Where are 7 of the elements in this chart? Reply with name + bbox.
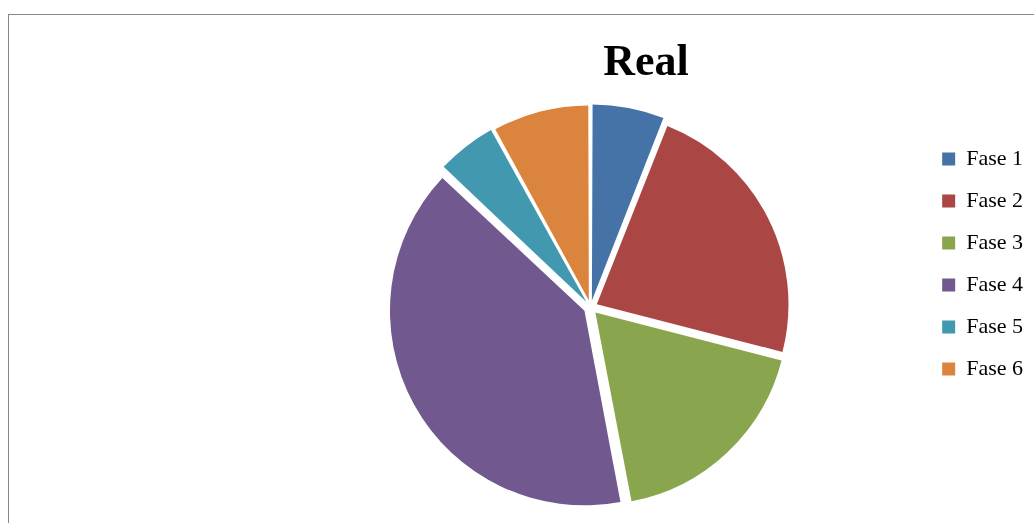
legend-label: Fase 4 bbox=[966, 270, 1023, 296]
legend-label: Fase 1 bbox=[966, 144, 1023, 170]
legend-label: Fase 2 bbox=[966, 186, 1023, 212]
legend-label: Fase 5 bbox=[966, 312, 1023, 338]
legend-label: Fase 6 bbox=[966, 354, 1023, 380]
legend-label: Fase 3 bbox=[966, 228, 1023, 254]
chart-title: Real bbox=[603, 35, 689, 85]
